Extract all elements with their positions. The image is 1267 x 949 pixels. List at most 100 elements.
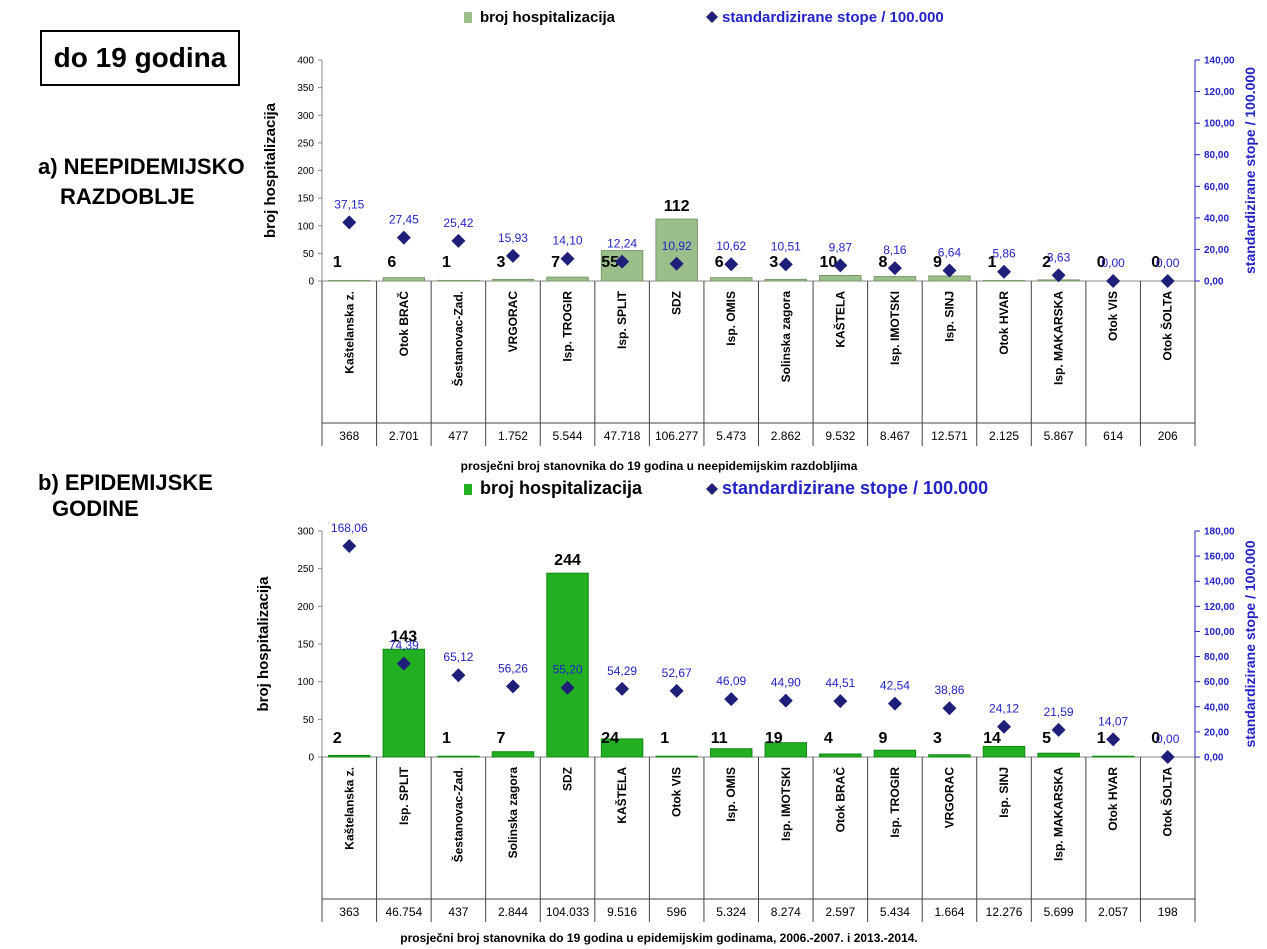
y2-axis-title: standardizirane stope / 100.000 bbox=[1242, 67, 1258, 274]
population-cell: 368 bbox=[339, 429, 359, 443]
y2-axis-title: standardizirane stope / 100.000 bbox=[1242, 540, 1258, 747]
y2-tick-label: 160,00 bbox=[1204, 552, 1235, 563]
count-label: 55 bbox=[601, 254, 619, 271]
y2-tick-label: 20,00 bbox=[1204, 245, 1229, 256]
bar bbox=[437, 279, 480, 282]
count-label: 112 bbox=[664, 198, 690, 215]
y-tick-label: 0 bbox=[308, 277, 314, 288]
category-label: Isp. OMIS bbox=[724, 767, 738, 822]
count-label: 2 bbox=[1042, 254, 1051, 271]
count-label: 2 bbox=[333, 730, 342, 747]
y2-tick-label: 60,00 bbox=[1204, 677, 1229, 688]
bar bbox=[1037, 752, 1080, 758]
y2-tick-label: 80,00 bbox=[1204, 150, 1229, 161]
rate-marker bbox=[396, 230, 411, 245]
bar bbox=[1091, 755, 1135, 758]
count-label: 1 bbox=[333, 254, 342, 271]
population-cell: 437 bbox=[448, 905, 468, 919]
rate-marker bbox=[451, 233, 466, 248]
count-label: 11 bbox=[711, 730, 728, 747]
category-label: Solinska zagora bbox=[779, 291, 793, 383]
category-label: Isp. SINJ bbox=[942, 291, 956, 342]
count-label: 4 bbox=[824, 730, 833, 747]
category-label: Otok HVAR bbox=[997, 291, 1011, 355]
category-label: Šestanovac-Zad. bbox=[450, 767, 465, 862]
rate-marker bbox=[342, 538, 357, 553]
count-label: 9 bbox=[878, 730, 887, 747]
category-label: KAŠTELA bbox=[832, 291, 847, 348]
category-label: Isp. SPLIT bbox=[397, 766, 411, 825]
y2-tick-label: 40,00 bbox=[1204, 702, 1229, 713]
category-label: Isp. IMOTSKI bbox=[888, 291, 902, 365]
rate-marker bbox=[997, 264, 1012, 279]
rate-label: 9,87 bbox=[829, 240, 853, 254]
count-label: 1 bbox=[988, 254, 997, 271]
category-label: Isp. SINJ bbox=[997, 767, 1011, 818]
bar bbox=[491, 751, 535, 758]
count-label: 1 bbox=[442, 730, 451, 747]
rate-marker bbox=[1160, 750, 1175, 764]
rate-label: 37,15 bbox=[334, 197, 364, 211]
bar bbox=[764, 742, 808, 758]
y2-tick-label: 20,00 bbox=[1204, 727, 1229, 738]
rate-label: 10,92 bbox=[662, 239, 692, 253]
rate-label: 55,20 bbox=[553, 663, 583, 677]
rate-label: 5,86 bbox=[992, 247, 1016, 261]
count-label: 14 bbox=[983, 730, 1001, 747]
category-label: Isp. MAKARSKA bbox=[1052, 767, 1066, 861]
population-cell: 5.473 bbox=[716, 429, 746, 443]
y-tick-label: 300 bbox=[297, 111, 314, 122]
population-cell: 614 bbox=[1103, 429, 1123, 443]
rate-label: 46,09 bbox=[716, 674, 746, 688]
section-b-title-line2: GODINE bbox=[52, 496, 139, 521]
y2-tick-label: 0,00 bbox=[1204, 753, 1224, 764]
y2-tick-label: 120,00 bbox=[1204, 602, 1235, 613]
category-label: KAŠTELA bbox=[614, 767, 629, 824]
category-label: Otok BRAČ bbox=[396, 291, 411, 357]
population-cell: 2.125 bbox=[989, 429, 1019, 443]
y-axis-title: broj hospitalizacija bbox=[262, 102, 279, 238]
legend-rate-marker bbox=[706, 483, 718, 495]
rate-marker bbox=[451, 668, 466, 683]
y-axis-title: broj hospitalizacija bbox=[255, 576, 272, 712]
bar bbox=[655, 755, 698, 758]
count-label: 7 bbox=[551, 254, 560, 271]
count-label: 6 bbox=[387, 254, 396, 271]
y2-tick-label: 80,00 bbox=[1204, 652, 1229, 663]
bar bbox=[928, 754, 971, 758]
category-label: Isp. MAKARSKA bbox=[1052, 291, 1066, 385]
legend-hosp-label: broj hospitalizacija bbox=[480, 478, 643, 498]
rate-label: 38,86 bbox=[934, 683, 964, 697]
bar bbox=[982, 279, 1026, 282]
rate-marker bbox=[778, 693, 793, 708]
rate-label: 24,12 bbox=[989, 702, 1019, 716]
bar bbox=[546, 276, 589, 282]
rate-marker bbox=[560, 251, 575, 266]
category-label: VRGORAC bbox=[506, 291, 520, 353]
legend-rate-label: standardizirane stope / 100.000 bbox=[722, 9, 944, 26]
y2-tick-label: 60,00 bbox=[1204, 182, 1229, 193]
population-cell: 477 bbox=[448, 429, 468, 443]
count-label: 3 bbox=[933, 730, 942, 747]
count-label: 0 bbox=[1097, 254, 1106, 271]
count-label: 244 bbox=[554, 552, 581, 569]
y-tick-label: 150 bbox=[297, 640, 314, 651]
count-label: 19 bbox=[765, 730, 783, 747]
rate-marker bbox=[560, 680, 575, 695]
y2-tick-label: 40,00 bbox=[1204, 213, 1229, 224]
rate-marker bbox=[833, 258, 848, 273]
population-cell: 9.516 bbox=[607, 905, 637, 919]
rate-label: 56,26 bbox=[498, 661, 528, 675]
x-axis-title: prosječni broj stanovnika do 19 godina u… bbox=[461, 459, 858, 473]
rate-marker bbox=[997, 719, 1012, 734]
population-cell: 1.752 bbox=[498, 429, 528, 443]
y2-tick-label: 120,00 bbox=[1204, 87, 1235, 98]
category-label: Otok VIS bbox=[1106, 291, 1120, 341]
rate-label: 21,59 bbox=[1044, 705, 1074, 719]
rate-marker bbox=[724, 257, 739, 272]
category-label: Otok HVAR bbox=[1106, 767, 1120, 831]
rate-label: 15,93 bbox=[498, 231, 528, 245]
count-label: 7 bbox=[497, 730, 506, 747]
population-cell: 46.754 bbox=[385, 905, 422, 919]
